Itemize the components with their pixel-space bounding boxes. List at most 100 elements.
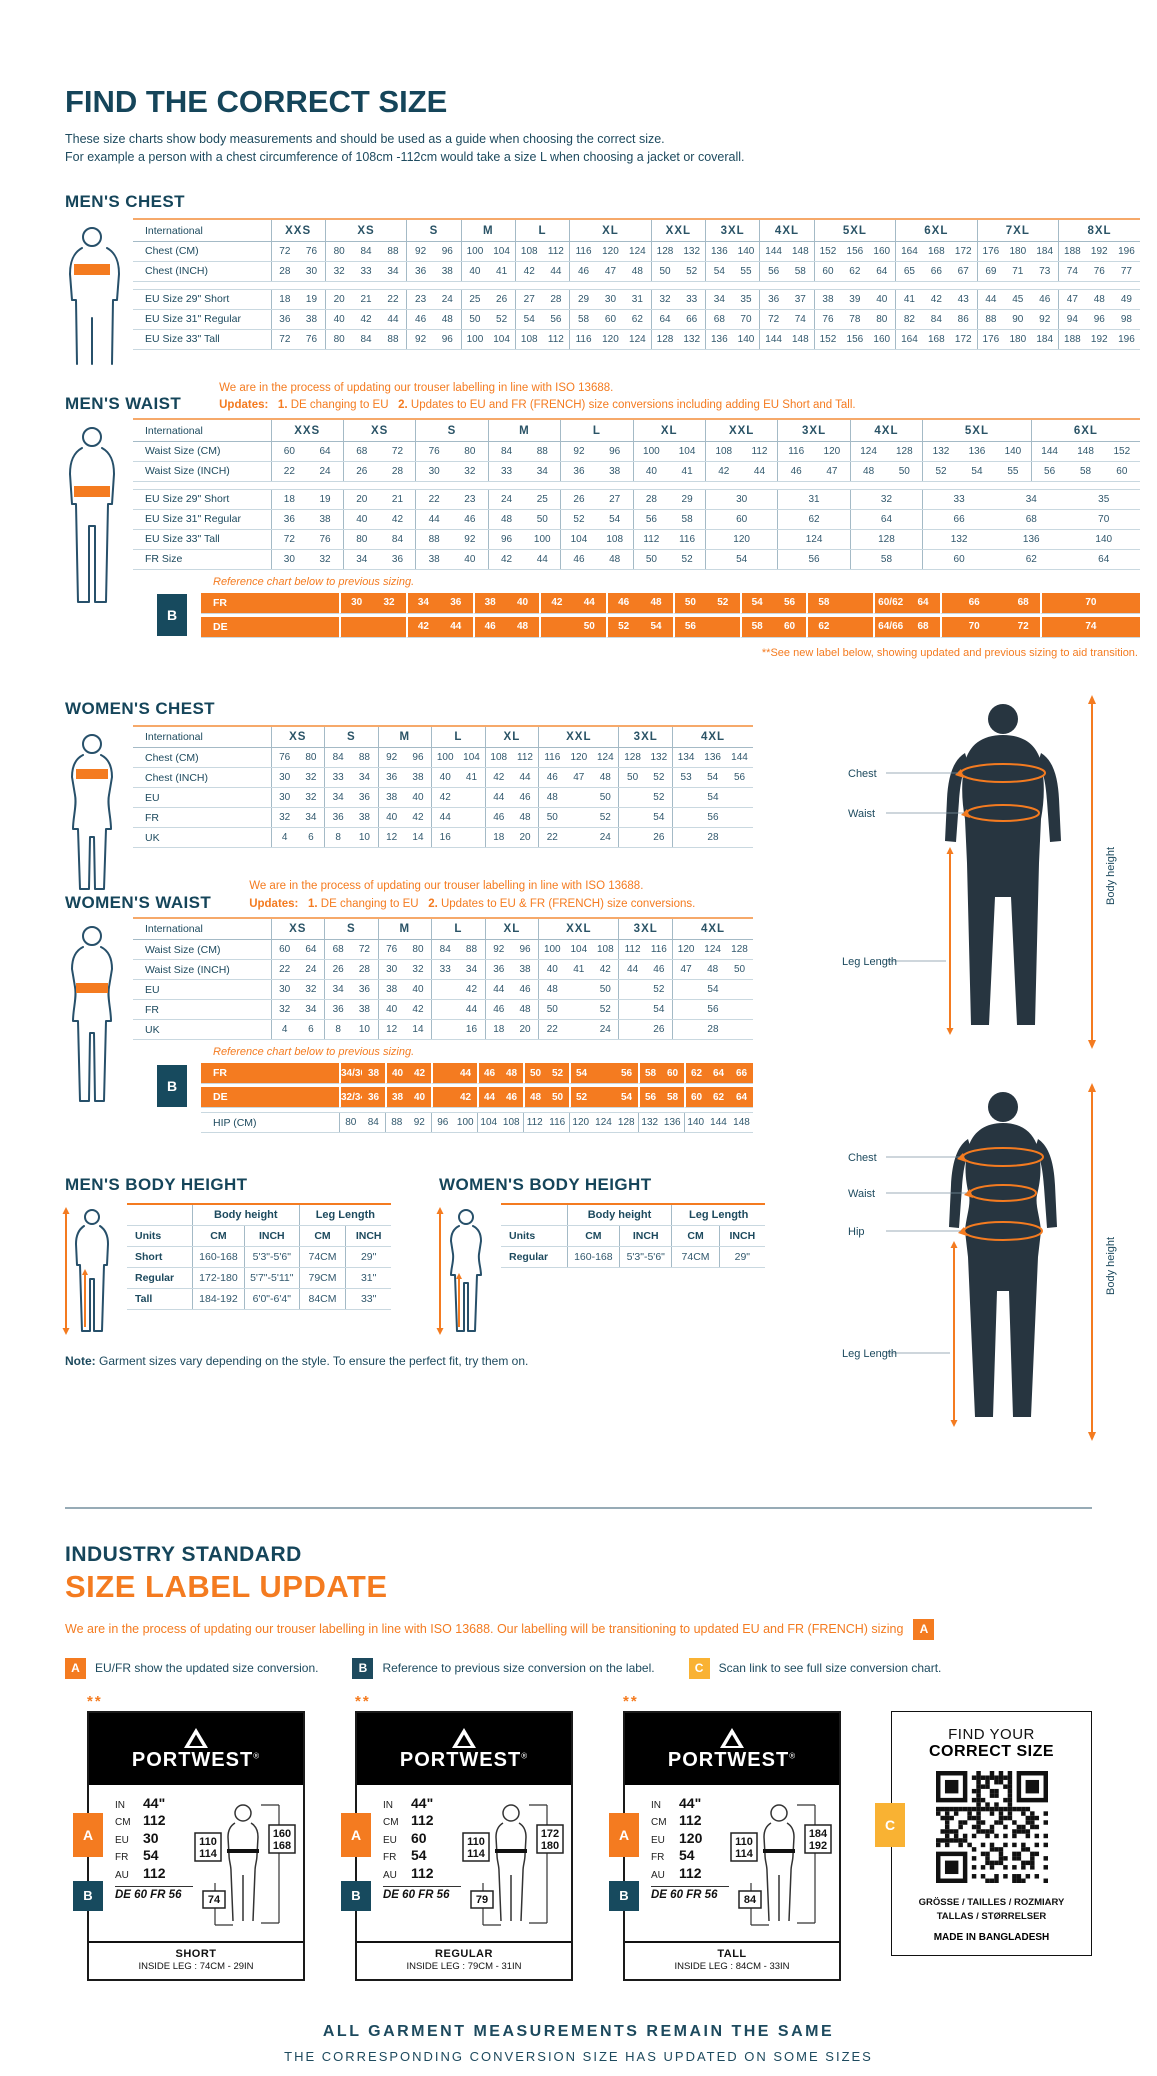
cell: 38 [511,959,539,981]
svg-text:114: 114 [735,1848,754,1860]
cell: 38 [362,1063,385,1085]
cell: 32 [270,999,298,1021]
cell: 80 [338,1112,362,1134]
previous-sizing-rows: B FR 30 32 34 36 38 40 42 44 46 48 50 52 54 56 58 60/62 64… [133,590,1140,641]
cell: 48 [592,767,619,789]
cell: 168 [922,241,950,262]
female-measurement-diagram: Chest Waist Hip Leg Length Body height [842,1082,1117,1441]
mens-waist-section: MEN'S WAIST We are in the process of upd… [65,380,1140,659]
cell: 46 [406,309,434,330]
cell [372,616,406,638]
cell: 128 [886,441,923,462]
cell: 70 [1039,592,1140,614]
female-chest-figure-icon [71,733,113,890]
hip-row-zone: HIP (CM) 80 84 88 92 96 100 104 108 112 116 120 124 1… [133,1112,753,1134]
cell: 36 [406,261,434,282]
measure-row: AU 112 [115,1864,166,1881]
cell: 156 [841,329,869,350]
size-group-header: XS [342,419,416,442]
cell: 112 [542,241,570,262]
cell: 40 [404,979,432,1001]
cell: 54 [639,616,673,638]
cell: 24 [297,959,325,981]
cell: 60/62 [873,592,907,614]
cell: 92 [377,747,405,769]
table-row: UK 4 6 8 10 12 14 16 18 20 22 24 26 28 [133,1019,753,1041]
cell: 64 [650,309,679,330]
cell: 19 [298,289,326,310]
cell: 26 [645,1019,673,1041]
intro-line-2: For example a person with a chest circum… [65,150,745,165]
cell: 36 [759,289,787,310]
cell: 80 [452,441,489,462]
cell: 46 [645,959,673,981]
cell: 74 [1058,261,1086,282]
cell: 36 [270,309,299,330]
cell: 48 [699,959,727,981]
cell: 64 [849,509,923,530]
size-group-header: XL [569,219,652,242]
row-label: EU Size 31" Regular [133,309,271,330]
male-waist-figure-icon [69,427,115,604]
cell: 42 [404,999,432,1021]
cell: 50 [592,979,619,1001]
legend-item-c: C Scan link to see full size conversion … [688,1657,941,1679]
table-row: Waist Size (CM) 60 64 68 72 76 80 84 88 92 96 100 10… [133,441,1140,462]
size-header-row: International XS S M L XL XXL 3XL 4XL [133,725,753,749]
size-group-header: XXL [538,725,619,749]
cell: 32 [297,787,325,809]
cell: 42 [352,309,380,330]
svg-text:110: 110 [735,1836,753,1848]
svg-text:172: 172 [541,1828,559,1840]
cell: 54 [514,309,543,330]
row-label: UK [133,827,271,849]
cell: 77 [1112,261,1140,282]
cell: 132 [678,241,706,262]
cell: 33 [352,261,380,282]
portwest-wordmark: PORTWEST® [131,1748,261,1771]
cell: 92 [408,1112,431,1134]
cell: 192 [1085,329,1113,350]
male-measurement-diagram: Chest Waist Leg Length Body height [842,694,1117,1049]
measure-row: CM 112 [115,1812,166,1829]
cell: 100 [454,1112,477,1134]
cell: 39 [841,289,869,310]
female-body-height-label: Body height [1105,1237,1117,1295]
cell: 84 [487,441,525,462]
womens-waist-section: WOMEN'S WAIST We are in the process of u… [65,878,765,1134]
cell: 36 [560,461,597,482]
cell: 22 [270,959,298,981]
cell: 65 [895,261,923,282]
measure-row: EU 30 [115,1829,159,1846]
chest-band [74,264,110,276]
cell: 34 [324,787,352,809]
cell: 56 [632,509,670,530]
cell: 60 [596,309,625,330]
legend-item-b: B Reference to previous size conversion … [352,1657,655,1679]
cell: 176 [976,241,1005,262]
row-label: UK [133,1019,271,1041]
size-group-header: S [415,419,489,442]
cell: 8 [324,827,352,849]
cell: 38 [307,509,344,530]
qr-card-slot: C FIND YOUR CORRECT SIZE GRÖSSE / TAILLE… [875,1710,1092,1957]
cell: 84 [352,241,380,262]
size-group-header: XXL [704,419,778,442]
cell: 20 [511,827,539,849]
cell: 116 [538,747,566,769]
row-label: Chest (CM) [133,747,271,769]
cell: 88 [379,329,407,350]
cell: 42 [704,461,742,482]
mens-waist-table: International XXS XS S M L XL XXL 3XL 4XL 5XL 6XL Wa… [133,418,1140,588]
size-group-header: S [324,725,379,749]
cell: 67 [949,261,978,282]
section-divider [65,1506,1092,1509]
table-row: EU Size 29" Short 18 19 20 21 22 23 24 25 26 27 28 2… [133,289,1140,310]
cell: 18 [270,289,299,310]
cell: 108 [500,1112,523,1134]
cell: 42 [431,787,459,809]
cell: 56 [1030,461,1068,482]
bh-row: Regular 160-168 5'3"-5'6" 74CM 29" [501,1246,765,1268]
